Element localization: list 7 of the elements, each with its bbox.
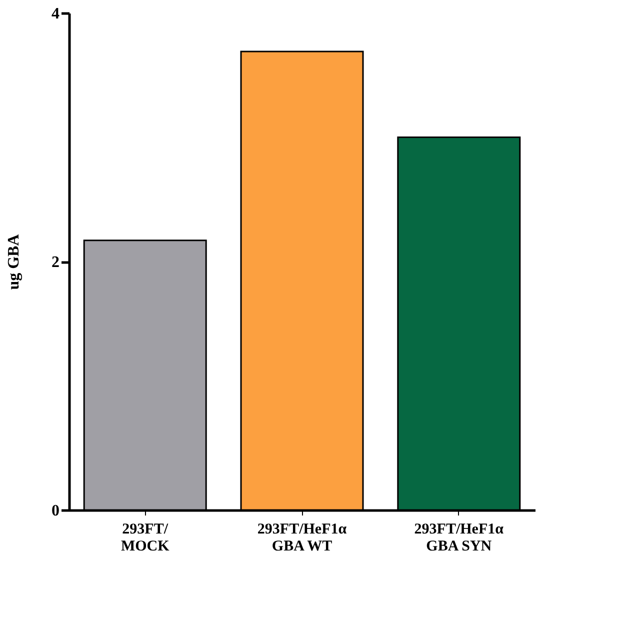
y-tick-label: 4 (52, 6, 60, 22)
x-tick-label: 293FT/ MOCK (120, 522, 170, 554)
y-axis-title: ug GBA (6, 234, 22, 290)
x-tick-label: 293FT/HeF1α GBA SYN (414, 522, 504, 554)
x-tick-label: 293FT/HeF1α GBA WT (257, 522, 348, 554)
y-tick-label: 2 (52, 254, 60, 271)
y-tick-label: 0 (52, 502, 60, 520)
